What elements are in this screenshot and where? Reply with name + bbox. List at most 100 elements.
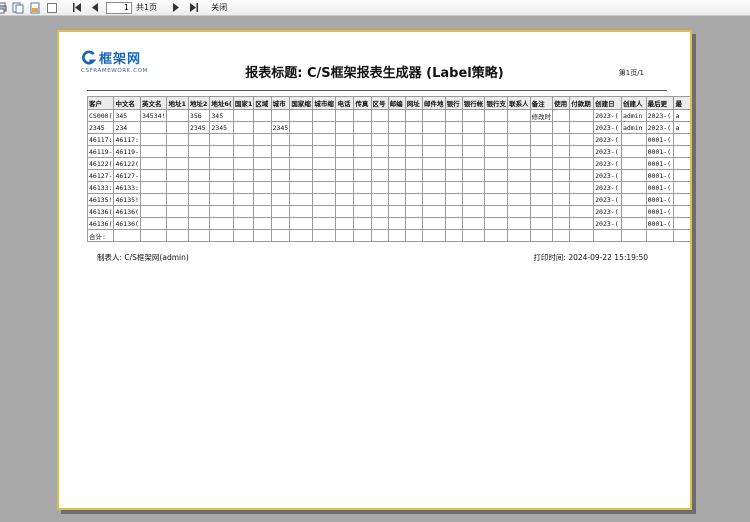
close-button[interactable]: 关闭 xyxy=(211,3,228,12)
report-table: 客户 中文名 英文名 地址1 地址2 地址6(国家1 区域 城市 国家缩 城市缩 电话 传真 区号 邮编网… xyxy=(87,96,690,242)
page-number-input[interactable] xyxy=(106,1,132,14)
logo-mark-icon xyxy=(81,50,97,65)
table-cell xyxy=(387,133,406,146)
table-cell xyxy=(353,181,372,194)
table-cell xyxy=(370,181,389,194)
table-cell xyxy=(507,217,531,230)
table-cell xyxy=(444,133,463,146)
table-cell xyxy=(507,193,531,206)
table-cell: 合计: xyxy=(87,229,115,242)
table-cell: 2023-( xyxy=(593,157,622,170)
table-cell xyxy=(421,229,446,242)
table-cell xyxy=(353,193,372,206)
table-cell xyxy=(370,169,389,182)
table-cell xyxy=(507,181,531,194)
table-cell xyxy=(421,205,446,218)
table-cell xyxy=(353,169,372,182)
last-page-button[interactable] xyxy=(187,2,201,14)
table-cell xyxy=(673,193,690,206)
column-header: 邮编 xyxy=(387,96,406,110)
table-cell xyxy=(370,205,389,218)
first-page-button[interactable] xyxy=(70,2,84,14)
table-cell xyxy=(232,229,255,242)
table-cell xyxy=(552,229,571,242)
table-cell xyxy=(187,217,211,230)
table-cell xyxy=(139,217,168,230)
table-cell xyxy=(484,169,509,182)
table-cell xyxy=(673,181,690,194)
printer-icon[interactable] xyxy=(0,1,7,14)
table-cell: 46133: xyxy=(87,181,115,194)
table-cell xyxy=(209,181,234,194)
table-cell xyxy=(166,157,189,170)
table-cell xyxy=(620,205,647,218)
table-cell xyxy=(387,109,406,122)
table-cell xyxy=(387,121,406,134)
table-cell: 2345 xyxy=(270,121,291,134)
table-cell xyxy=(529,157,554,170)
table-cell: 46117: xyxy=(113,133,141,146)
table-cell xyxy=(253,181,272,194)
report-footer-author: 制表人: C/S框架网(admin) xyxy=(97,253,189,262)
next-page-button[interactable] xyxy=(169,2,183,14)
table-cell xyxy=(353,157,372,170)
table-cell xyxy=(444,121,463,134)
column-header: 使用 xyxy=(552,96,571,110)
table-cell xyxy=(232,181,255,194)
table-cell xyxy=(312,133,337,146)
table-cell: 46122( xyxy=(113,157,141,170)
column-header: 联系人 xyxy=(507,96,531,110)
column-header: 银行帐 xyxy=(461,96,486,110)
table-cell xyxy=(209,157,234,170)
table-cell xyxy=(552,157,571,170)
column-header: 创建人 xyxy=(620,96,647,110)
page-number-label: 第1页/1 xyxy=(618,69,644,77)
table-cell xyxy=(552,109,571,122)
prev-page-button[interactable] xyxy=(88,2,102,14)
export-icon[interactable] xyxy=(28,1,41,14)
table-cell xyxy=(421,121,446,134)
table-cell xyxy=(569,181,595,194)
table-cell xyxy=(232,109,255,122)
table-cell xyxy=(353,109,372,122)
table-cell xyxy=(139,157,168,170)
table-cell xyxy=(187,181,211,194)
table-cell xyxy=(673,205,690,218)
table-cell xyxy=(370,229,389,242)
table-cell xyxy=(461,181,486,194)
table-cell xyxy=(335,169,355,182)
table-cell xyxy=(484,205,509,218)
table-cell xyxy=(166,133,189,146)
table-cell xyxy=(187,193,211,206)
table-cell xyxy=(421,169,446,182)
copy-icon[interactable] xyxy=(11,1,24,14)
table-cell xyxy=(387,229,406,242)
column-header: 最后更 xyxy=(645,96,675,110)
column-header: 电话 xyxy=(335,96,355,110)
table-cell xyxy=(404,229,423,242)
table-cell xyxy=(370,121,389,134)
table-cell xyxy=(113,229,141,242)
table-cell xyxy=(312,229,337,242)
table-cell: 2023-( xyxy=(645,109,675,122)
table-cell xyxy=(187,229,211,242)
table-cell xyxy=(569,229,595,242)
table-cell xyxy=(444,157,463,170)
column-header: 银行支 xyxy=(484,96,509,110)
table-cell xyxy=(353,133,372,146)
table-cell xyxy=(387,217,406,230)
table-cell xyxy=(421,193,446,206)
table-cell xyxy=(312,181,337,194)
table-cell xyxy=(461,133,486,146)
table-cell xyxy=(507,145,531,158)
table-cell xyxy=(673,229,690,242)
table-cell xyxy=(552,217,571,230)
single-page-view-icon[interactable] xyxy=(45,1,58,14)
table-cell xyxy=(461,193,486,206)
table-cell xyxy=(404,169,423,182)
table-cell xyxy=(270,229,291,242)
table-cell xyxy=(484,157,509,170)
table-cell xyxy=(507,133,531,146)
table-cell xyxy=(232,193,255,206)
table-cell xyxy=(209,229,234,242)
